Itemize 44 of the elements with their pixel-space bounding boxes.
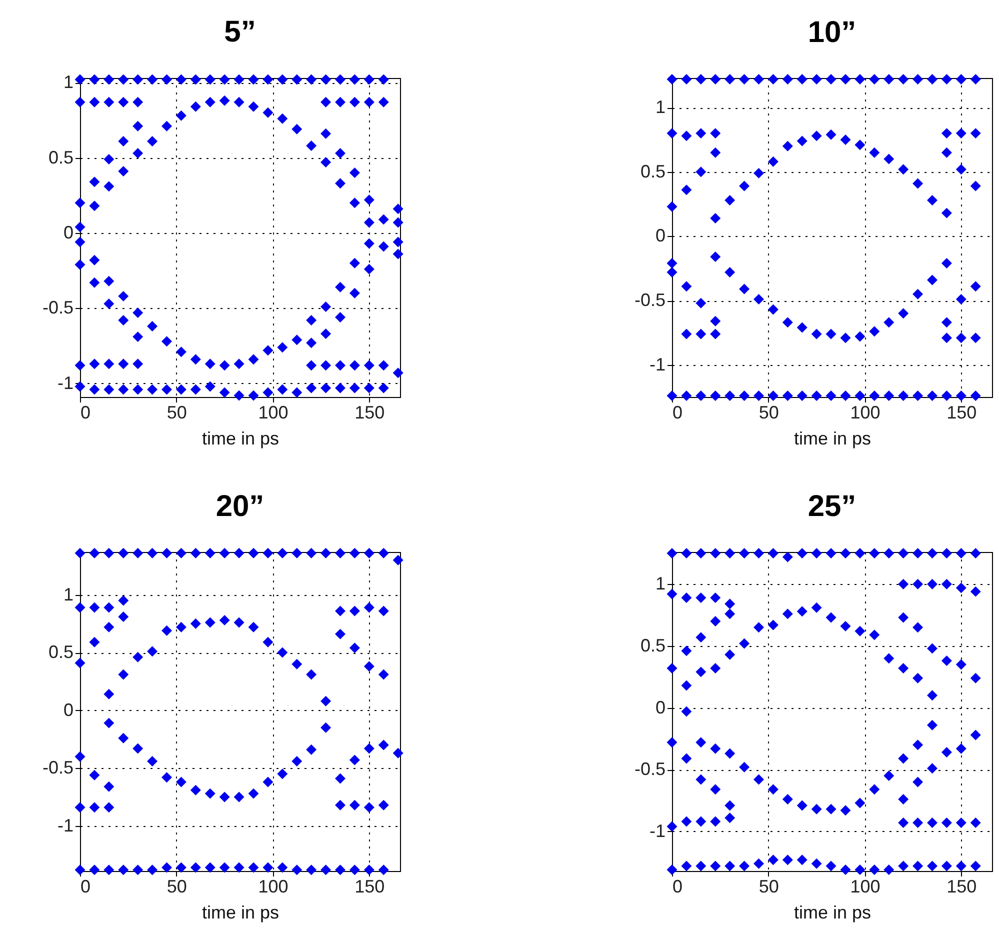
- x-tick-label: 0: [672, 402, 683, 422]
- y-tick-label: 0: [655, 697, 666, 718]
- chart-title: 25”: [808, 490, 856, 523]
- chart-title: 20”: [216, 490, 264, 523]
- x-axis-title: time in ps: [794, 902, 872, 922]
- x-tick-label: 50: [166, 876, 187, 896]
- y-tick-label: 1: [63, 584, 74, 604]
- y-tick-label: 1: [655, 97, 666, 118]
- x-tick-label: 0: [80, 402, 91, 422]
- x-tick-label: 50: [758, 876, 779, 896]
- x-tick-label: 100: [258, 876, 288, 896]
- chart-title: 10”: [808, 16, 856, 50]
- y-tick-label: 0.5: [640, 161, 666, 182]
- y-tick-label: 0.5: [48, 642, 74, 662]
- y-tick-label: -0.5: [42, 758, 74, 778]
- x-tick-label: 50: [758, 402, 779, 422]
- x-tick-label: 150: [354, 876, 385, 896]
- x-tick-label: 150: [354, 402, 385, 422]
- y-tick-label: 0: [63, 700, 74, 720]
- x-tick-label: 100: [258, 402, 288, 422]
- y-tick-label: -1: [649, 820, 666, 841]
- chart-title: 5”: [224, 16, 256, 49]
- y-tick-label: -0.5: [42, 298, 74, 318]
- x-tick-label: 150: [946, 876, 977, 896]
- y-tick-label: 1: [655, 574, 666, 594]
- y-tick-label: -1: [57, 815, 74, 836]
- y-tick-label: -1: [649, 354, 666, 374]
- y-tick-label: -0.5: [634, 759, 666, 780]
- y-tick-label: 0: [63, 222, 74, 242]
- x-tick-label: 100: [850, 402, 880, 422]
- x-tick-label: 50: [166, 402, 187, 422]
- x-tick-label: 100: [850, 876, 880, 896]
- y-tick-label: 0.5: [640, 635, 666, 656]
- y-tick-label: 0.5: [48, 147, 74, 168]
- x-axis-title: time in ps: [202, 902, 280, 922]
- y-tick-label: 1: [63, 72, 74, 92]
- x-axis-title: time in ps: [202, 428, 280, 448]
- y-tick-label: 0: [655, 226, 666, 246]
- x-axis-title: time in ps: [794, 428, 872, 448]
- x-tick-label: 150: [946, 402, 977, 422]
- y-tick-label: -1: [57, 372, 74, 393]
- x-tick-label: 0: [80, 876, 91, 896]
- y-tick-label: -0.5: [634, 290, 666, 310]
- x-tick-label: 0: [672, 876, 683, 896]
